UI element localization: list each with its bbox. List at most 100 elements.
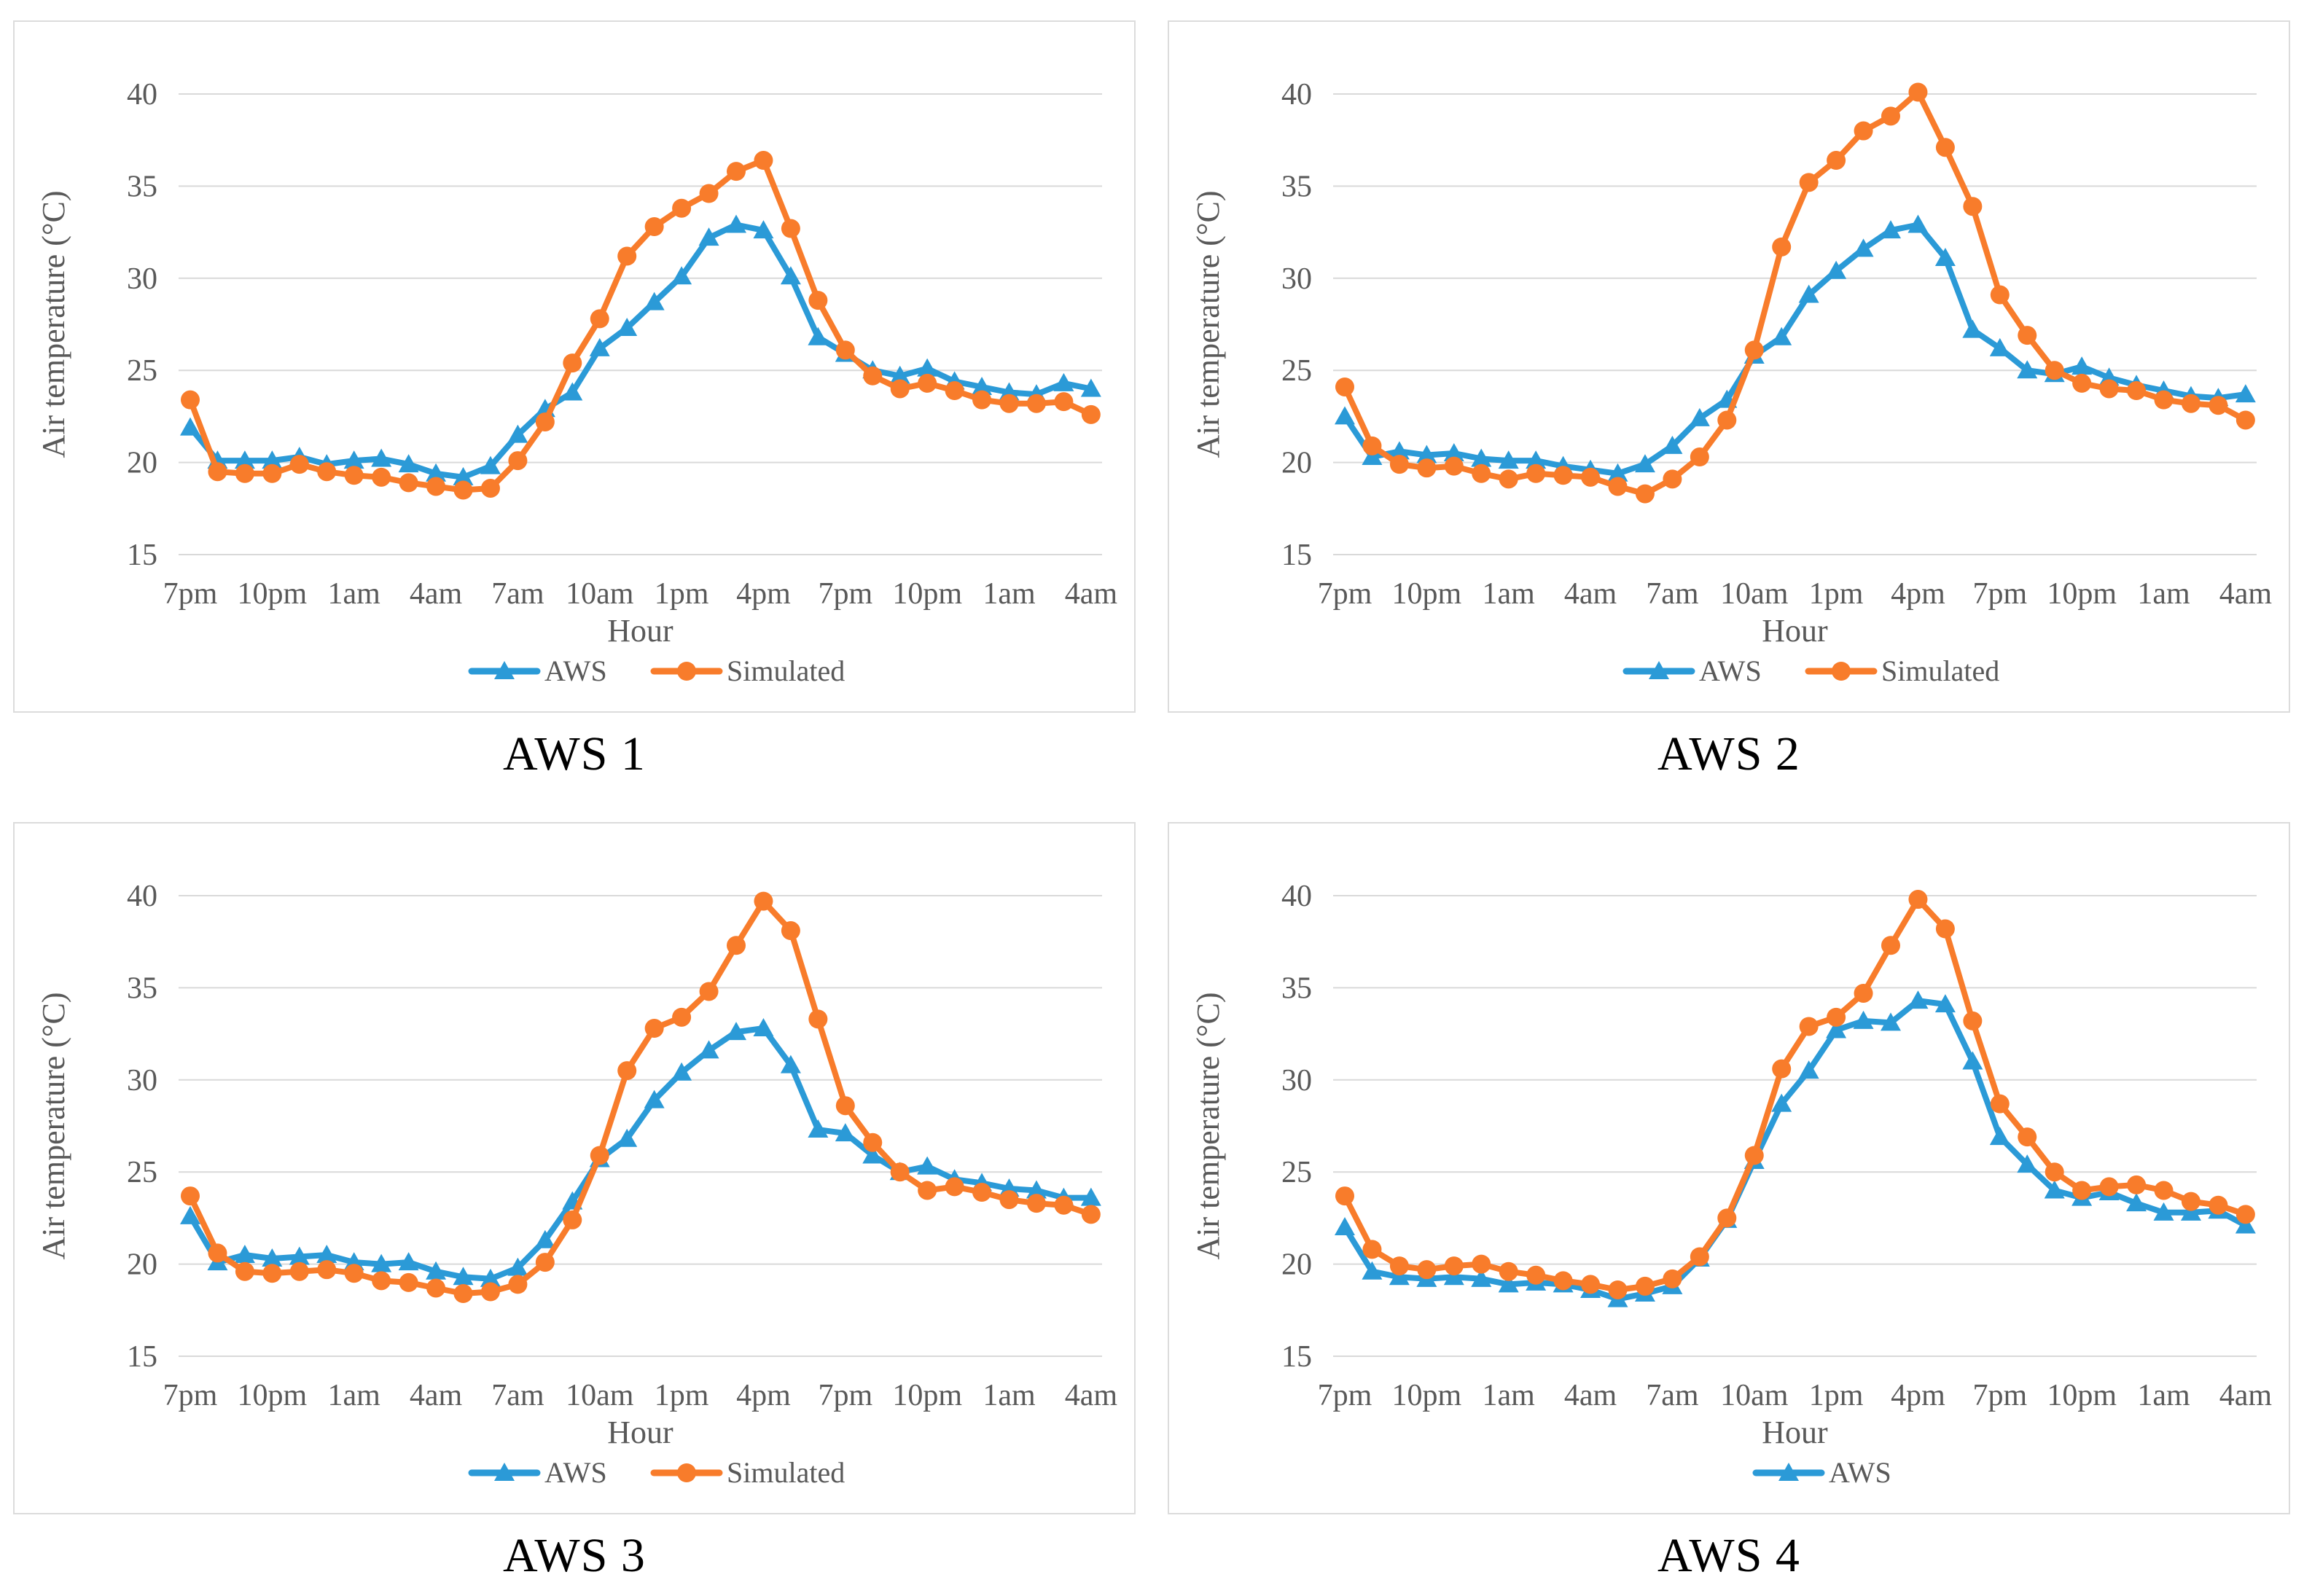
simulated-series-marker: [1744, 340, 1764, 360]
aws-series-marker: [671, 266, 692, 285]
chart-panel-aws-2: 15 20 25 30 35 40 7pm 10pm 1am 4am 7am 10am 1pm 4pm 7p…: [1168, 20, 2290, 713]
simulated-series-marker: [1827, 1007, 1846, 1027]
simulated-series-marker: [1935, 138, 1955, 157]
x-tick-label: 7pm: [163, 577, 218, 611]
simulated-series-marker: [1389, 455, 1409, 474]
y-axis-title: Air temperature (°C): [1190, 191, 1226, 458]
simulated-series-marker: [453, 1284, 473, 1304]
simulated-series-marker: [235, 463, 254, 483]
aws-series-marker: [426, 1261, 447, 1280]
y-tick-label: 25: [127, 354, 157, 388]
aws-series-marker: [1934, 994, 1956, 1013]
aws-series-marker: [1335, 406, 1355, 425]
simulated-series-marker: [1963, 197, 1983, 216]
simulated-series-marker: [808, 1009, 828, 1029]
aws-series-marker: [1026, 1180, 1047, 1199]
aws-series-line: [1342, 222, 2249, 477]
x-tick-label: 1am: [983, 1379, 1036, 1412]
simulated-series-marker: [1881, 936, 1900, 955]
simulated-series-marker: [945, 1177, 964, 1197]
y-axis-title: Air temperature (°C): [1190, 993, 1226, 1260]
aws-series-marker: [1989, 1127, 2010, 1146]
aws-series-marker: [617, 1128, 638, 1147]
simulated-series-marker: [2072, 373, 2092, 393]
aws-series-marker: [1934, 247, 1956, 266]
aws-series-marker: [1389, 1267, 1410, 1286]
aws-series-marker: [835, 1123, 856, 1142]
aws-series-marker: [234, 1244, 255, 1263]
simulated-series-marker: [535, 1253, 555, 1272]
simulated-series-marker: [1362, 1240, 1382, 1259]
simulated-series-marker: [727, 162, 746, 181]
aws-series-marker: [780, 266, 801, 285]
simulated-series-marker: [2235, 410, 2255, 430]
simulated-series-marker: [1799, 1017, 1819, 1036]
aws-series-marker: [398, 454, 419, 473]
y-tick-label: 25: [1281, 354, 1312, 388]
simulated-series-marker: [590, 309, 609, 329]
aws-series-marker: [1826, 260, 1847, 279]
simulated-series-marker: [1717, 410, 1737, 430]
aws-series-marker: [1907, 990, 1929, 1009]
aws-series-marker: [1335, 1217, 1355, 1236]
aws-series-marker: [2235, 384, 2256, 403]
simulated-series-marker: [2209, 396, 2228, 415]
simulated-series-marker: [754, 891, 773, 911]
simulated-series-marker: [2209, 1195, 2228, 1215]
simulated-series-marker: [289, 1261, 309, 1281]
simulated-series-marker: [2018, 1127, 2037, 1147]
aws-series-marker: [426, 463, 447, 482]
simulated-series-marker: [480, 478, 500, 498]
simulated-series-marker: [999, 394, 1019, 413]
simulated-series-marker: [1026, 1194, 1046, 1213]
x-axis-title: Hour: [1762, 1415, 1828, 1450]
simulated-series-marker: [999, 1190, 1019, 1210]
aws-series-marker: [726, 214, 746, 233]
simulated-series-marker: [1081, 1205, 1101, 1224]
simulated-series-marker: [754, 151, 773, 171]
aws-series-marker: [1362, 1261, 1383, 1280]
simulated-series-marker: [1581, 1275, 1601, 1294]
aws-series-marker: [617, 318, 638, 337]
simulated-series-marker: [1854, 983, 1873, 1003]
simulated-series-marker: [399, 1272, 418, 1292]
simulated-series-marker: [1827, 151, 1846, 171]
simulated-series-marker: [262, 463, 282, 483]
x-tick-label: 4pm: [1891, 577, 1945, 611]
simulated-series-marker: [699, 982, 719, 1001]
simulated-series-marker: [644, 217, 664, 237]
aws-series-line: [1342, 998, 2249, 1302]
simulated-series-marker: [1690, 447, 1709, 467]
simulated-series-marker: [1772, 237, 1792, 257]
simulated-series-marker: [2099, 1177, 2119, 1197]
simulated-series-marker: [945, 381, 964, 401]
x-tick-label: 4am: [410, 1379, 463, 1412]
simulated-series-marker: [1553, 466, 1573, 485]
simulated-series-marker: [480, 1282, 500, 1302]
aws-series-marker: [1962, 319, 1983, 338]
simulated-series-marker: [1881, 106, 1900, 126]
x-tick-label: 4am: [1564, 1379, 1617, 1412]
simulated-series-marker: [1526, 463, 1546, 483]
aws-series-marker: [1907, 214, 1929, 233]
x-tick-label: 1am: [983, 577, 1036, 611]
aws-series-marker: [1471, 1268, 1492, 1287]
aws-series-marker: [398, 1252, 419, 1271]
y-tick-label: 15: [127, 1340, 157, 1374]
simulated-series-marker: [2181, 1192, 2200, 1211]
aws-series-marker: [2153, 1202, 2174, 1221]
x-tick-label: 7am: [491, 1379, 544, 1412]
simulated-series-marker: [2127, 381, 2147, 401]
aws-series-marker: [371, 1253, 392, 1272]
simulated-series-marker: [1335, 1186, 1354, 1206]
simulated-series-marker: [1663, 1269, 1682, 1288]
simulated-series-marker: [1608, 477, 1628, 496]
simulated-series-marker: [344, 1264, 364, 1283]
simulated-series-marker: [1832, 662, 1851, 681]
aws-series-marker: [1389, 441, 1410, 460]
y-tick-label: 15: [1281, 539, 1312, 572]
simulated-series-marker: [426, 477, 446, 496]
simulated-series-marker: [1472, 1254, 1491, 1274]
simulated-series-marker: [2127, 1175, 2147, 1194]
